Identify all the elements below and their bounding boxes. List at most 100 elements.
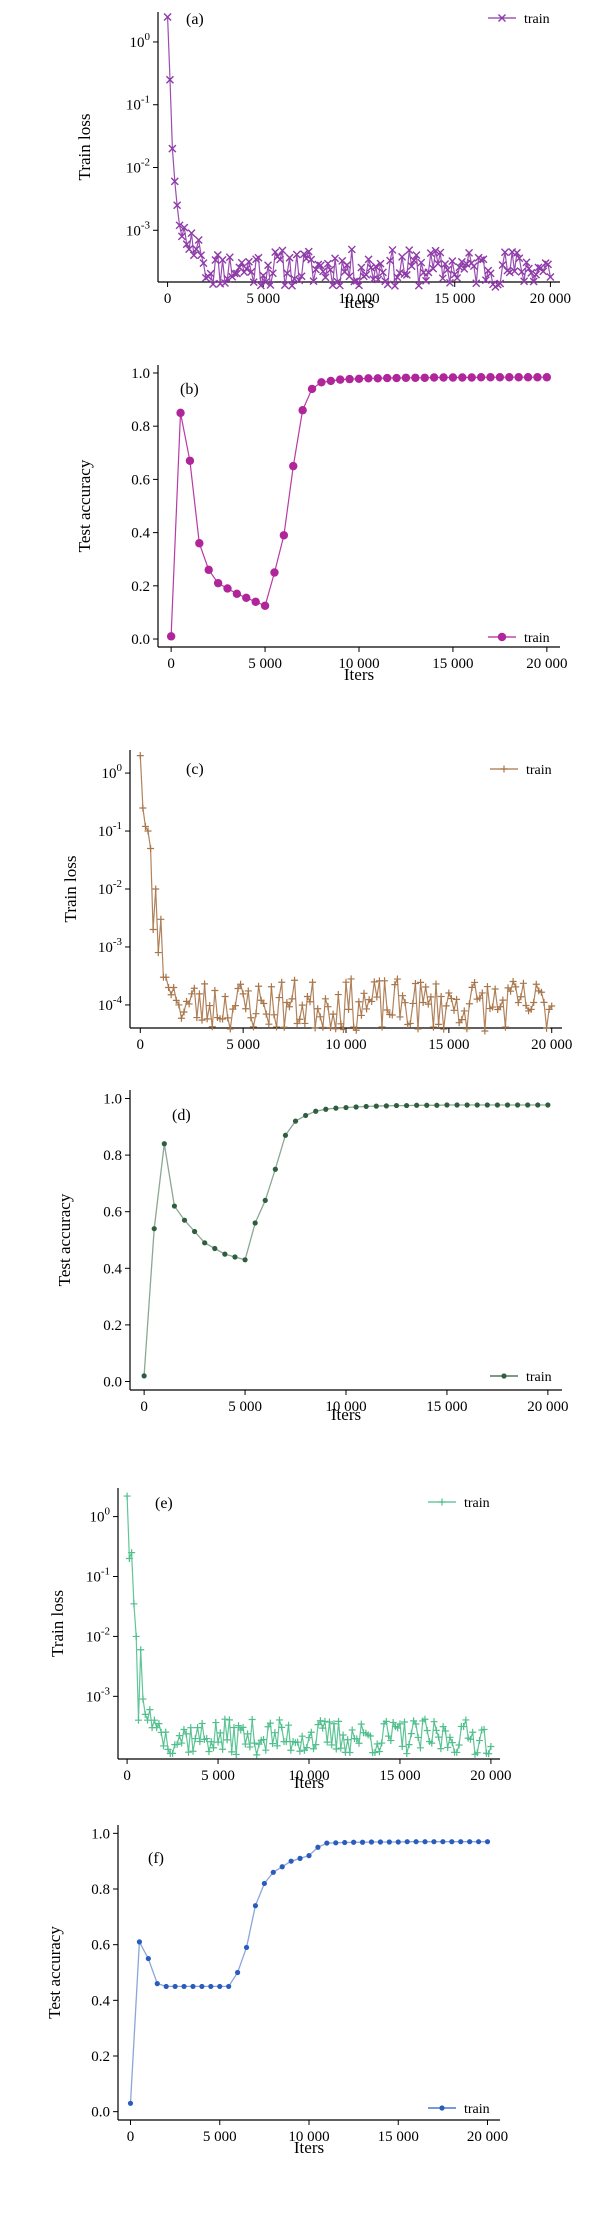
data-point-120	[396, 1720, 404, 1728]
data-point-18	[206, 269, 215, 278]
chart-c-train-loss: 0 5 000 10 000 15 000 20 000 100 10-1 10-2 10-3 1…	[61, 750, 572, 1053]
data-point-6	[177, 232, 186, 241]
data-point-141	[500, 248, 509, 257]
data-point-146	[455, 1741, 463, 1749]
data-point-113	[433, 259, 442, 268]
data-point-62	[264, 1723, 272, 1731]
data-point-81	[357, 263, 366, 272]
data-point-108	[414, 1025, 422, 1033]
data-point-1	[125, 1554, 133, 1562]
data-point-39	[256, 281, 265, 290]
y-tick-label: 0.0	[131, 632, 150, 648]
data-point-0	[136, 752, 144, 760]
data-point-73	[324, 1003, 332, 1011]
data-point-54	[275, 994, 283, 1002]
data-point-94	[378, 1023, 386, 1031]
data-point-19	[333, 1105, 339, 1111]
data-point-32	[467, 373, 476, 382]
legend: train	[490, 1370, 552, 1385]
data-point-107	[411, 980, 419, 988]
data-point-3	[195, 539, 204, 548]
axes: 0 5 000 10 000 15 000 20 000 0.0 0.2 0.4 0.6 0.8 1…	[103, 1090, 568, 1415]
data-point-35	[203, 1735, 211, 1743]
data-point-39	[533, 373, 542, 382]
data-point-40	[545, 1102, 551, 1108]
data-point-16	[270, 1869, 276, 1875]
data-point-41	[242, 1005, 250, 1013]
data-point-138	[437, 1745, 445, 1753]
y-tick-label: 100	[90, 1506, 111, 1526]
data-point-20	[169, 1749, 177, 1757]
y-tick-label: 0.0	[103, 1375, 122, 1391]
data-point-88	[363, 1005, 371, 1013]
data-point-26	[203, 1015, 211, 1023]
data-point-49	[235, 1722, 243, 1730]
data-point-65	[319, 267, 328, 276]
data-point-94	[337, 1744, 345, 1752]
data-point-10	[187, 229, 196, 238]
data-point-89	[376, 259, 385, 268]
data-point-6	[152, 885, 160, 893]
data-point-80	[305, 1734, 313, 1742]
data-point-101	[405, 246, 414, 255]
data-point-12	[234, 1969, 241, 1976]
data-point-159	[544, 260, 553, 269]
axes: 0 5 000 10 000 15 000 20 000 0.0 0.2 0.4 0.6 0.8 1…	[91, 1825, 508, 2145]
data-point-63	[298, 1001, 306, 1009]
data-point-15	[307, 384, 317, 394]
data-point-83	[312, 1741, 320, 1749]
data-point-34	[486, 373, 495, 382]
data-point-7	[139, 1695, 147, 1703]
data-point-24	[221, 279, 229, 287]
data-point-79	[339, 1026, 347, 1034]
data-point-70	[282, 1738, 290, 1746]
data-point-71	[333, 277, 342, 286]
data-point-9	[232, 1254, 238, 1260]
data-point-85	[316, 1717, 324, 1725]
data-point-49	[280, 281, 289, 290]
data-point-95	[339, 1731, 347, 1739]
data-point-23	[195, 990, 203, 998]
data-point-150	[522, 1001, 530, 1009]
y-tick-label: 0.4	[91, 1993, 110, 2009]
data-point-90	[378, 268, 387, 277]
data-point-98	[346, 1748, 354, 1756]
data-point-5	[191, 1228, 198, 1235]
data-point-40	[484, 1839, 491, 1845]
data-point-10	[146, 1706, 154, 1714]
series-train	[136, 752, 556, 1035]
data-point-26	[411, 373, 420, 382]
data-point-132	[423, 1727, 431, 1735]
data-point-31	[194, 1724, 202, 1732]
data-point-13	[153, 1724, 161, 1732]
data-point-5	[134, 1716, 142, 1724]
x-tick-label: 10 000	[325, 1399, 366, 1415]
data-point-122	[450, 1006, 458, 1014]
data-point-6	[137, 1646, 145, 1654]
data-point-55	[278, 978, 286, 986]
data-point-118	[445, 278, 454, 287]
data-point-23	[382, 373, 392, 383]
data-point-11	[226, 1983, 232, 1990]
data-point-105	[414, 281, 423, 290]
chart-a-train-loss: 0 5 000 10 000 15 000 20 000 100 10-1 10-2 10-3 I…	[75, 11, 571, 312]
data-point-91	[370, 978, 378, 986]
x-tick-label: 20 000	[467, 2129, 508, 2145]
data-point-110	[373, 1740, 381, 1748]
data-point-124	[460, 264, 469, 273]
x-axis-label: Iters	[294, 2138, 324, 2157]
data-point-18	[164, 1745, 172, 1753]
data-point-33	[474, 1102, 480, 1108]
legend-label: train	[464, 2102, 490, 2117]
data-point-126	[460, 1007, 468, 1015]
chart-b-test-accuracy: 0 5 000 10 000 15 000 20 000 0.0 0.2 0.4 0.6 0.8 1…	[75, 365, 567, 684]
data-point-93	[335, 1717, 343, 1725]
data-point-58	[255, 1740, 263, 1748]
y-tick-label: 10-2	[98, 878, 122, 898]
data-point-59	[304, 247, 313, 256]
y-tick-label: 10-1	[98, 820, 122, 840]
data-point-123	[453, 995, 461, 1003]
data-point-0	[141, 1373, 147, 1379]
data-point-80	[355, 281, 363, 290]
data-point-116	[387, 1737, 395, 1745]
